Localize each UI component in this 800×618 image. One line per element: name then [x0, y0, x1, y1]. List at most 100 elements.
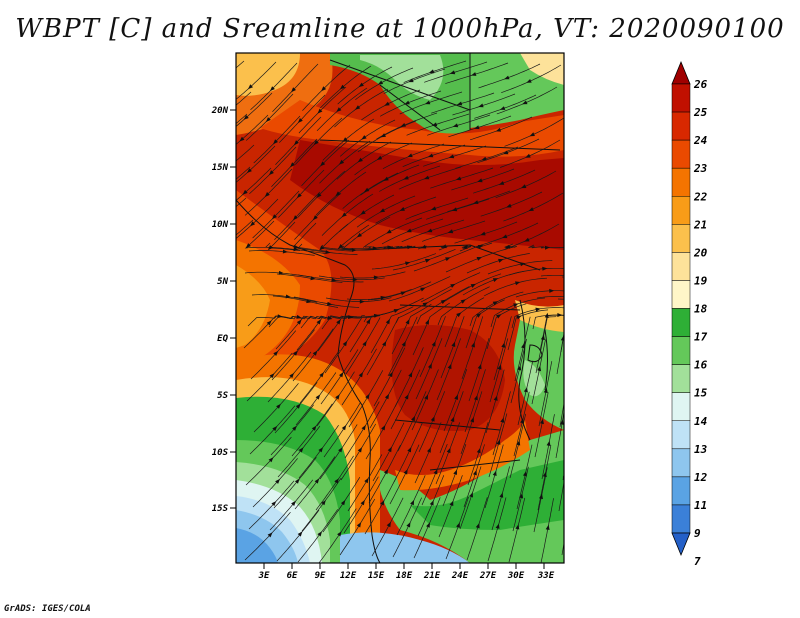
- streamline: [466, 253, 530, 274]
- streamline: [478, 63, 541, 89]
- streamline-arrowhead: [341, 425, 347, 431]
- streamline-arrowhead: [239, 136, 245, 142]
- streamline: [236, 61, 277, 100]
- streamline: [560, 332, 564, 353]
- streamline: [464, 369, 486, 433]
- streamline-arrowhead: [220, 187, 225, 192]
- lon-tick-33e: 33E: [537, 563, 555, 581]
- colorbar-swatch: [671, 111, 691, 141]
- streamline: [403, 60, 467, 83]
- streamline-arrowhead: [297, 531, 303, 537]
- streamline-arrowhead: [520, 262, 526, 267]
- streamline-arrowhead: [373, 313, 380, 318]
- streamline-arrowhead: [428, 69, 435, 74]
- streamline: [516, 444, 533, 510]
- lat-tick-5s: 5S: [217, 391, 236, 401]
- streamline: [354, 142, 413, 176]
- streamline-arrowhead: [404, 100, 410, 105]
- streamline: [236, 167, 272, 201]
- streamline: [536, 296, 564, 299]
- streamline: [389, 444, 420, 505]
- streamline: [319, 140, 371, 184]
- streamline: [531, 339, 546, 405]
- streamline: [468, 337, 490, 402]
- colorbar-swatch: [671, 167, 691, 197]
- streamline: [566, 468, 576, 533]
- colorbar-label: 19: [694, 274, 708, 287]
- streamline-arrowhead: [317, 108, 323, 114]
- lon-tick-30e: 30E: [507, 563, 525, 581]
- streamline: [236, 91, 252, 106]
- streamline-arrowhead: [285, 294, 291, 299]
- streamline: [537, 445, 552, 511]
- streamline: [321, 193, 374, 236]
- streamline-arrowhead: [515, 524, 520, 530]
- streamline-arrowhead: [425, 258, 431, 263]
- streamline-arrowhead: [462, 245, 468, 249]
- lon-label-12e: 12E: [340, 571, 357, 581]
- streamline-arrowhead: [545, 524, 550, 530]
- streamline-arrowhead: [501, 342, 506, 348]
- streamline-arrowhead: [404, 394, 409, 400]
- streamline: [246, 352, 293, 402]
- streamline-arrowhead: [362, 340, 367, 347]
- streamline-arrowhead: [520, 418, 524, 424]
- streamline: [336, 141, 392, 180]
- lon-tick-12e: 12E: [340, 563, 357, 581]
- streamline: [399, 91, 463, 115]
- lon-tick-3e: 3E: [258, 563, 270, 581]
- streamline-arrowhead: [473, 470, 477, 476]
- streamline: [396, 245, 416, 249]
- streamline-arrowhead: [559, 419, 564, 425]
- colorbar-swatch: [671, 364, 691, 393]
- streamline-arrowhead: [400, 123, 406, 127]
- streamline: [420, 272, 481, 303]
- streamline: [274, 191, 321, 240]
- streamline-arrowhead: [470, 283, 476, 288]
- latitude-axis: 20N 15N 10N 5N EQ 5S 10S 15S: [211, 106, 236, 514]
- colorbar-swatch: [671, 280, 691, 309]
- streamline: [364, 476, 398, 535]
- streamline-arrowhead: [477, 178, 483, 183]
- streamline-arrowhead: [273, 139, 278, 145]
- streamline: [316, 371, 355, 427]
- streamline: [467, 422, 489, 486]
- streamline-layer: [236, 60, 576, 563]
- streamline: [382, 143, 445, 170]
- streamline-arrowhead: [406, 245, 413, 250]
- field-west-yellow: [236, 265, 270, 348]
- streamline: [487, 497, 507, 562]
- lon-label-27e: 27E: [479, 571, 497, 581]
- streamline: [294, 456, 336, 510]
- streamline: [236, 197, 247, 208]
- streamline-arrowhead: [430, 416, 435, 422]
- streamline-arrowhead: [366, 318, 371, 325]
- streamline-arrowhead: [471, 72, 477, 76]
- streamline: [473, 169, 536, 194]
- streamline-arrowhead: [522, 100, 528, 105]
- streamline-arrowhead: [325, 250, 331, 254]
- streamline-arrowhead: [549, 288, 555, 293]
- streamline: [339, 498, 376, 556]
- streamline: [483, 277, 548, 297]
- streamline: [405, 197, 469, 220]
- streamline-arrowhead: [565, 314, 569, 319]
- streamline-arrowhead: [420, 287, 426, 292]
- streamline: [249, 405, 296, 455]
- streamline: [469, 116, 533, 141]
- streamline-arrowhead: [342, 137, 348, 142]
- lat-label-10n: 10N: [212, 220, 229, 230]
- streamline: [250, 330, 297, 380]
- streamline: [466, 497, 488, 561]
- streamline-arrowhead: [312, 350, 318, 356]
- streamline: [514, 316, 531, 382]
- streamline: [489, 338, 509, 403]
- streamline-arrowhead: [469, 492, 473, 498]
- streamline-arrowhead: [449, 70, 456, 75]
- streamline-arrowhead: [451, 341, 456, 347]
- streamline-arrowhead: [382, 341, 387, 347]
- streamline-arrowhead: [451, 207, 458, 212]
- streamline: [376, 112, 438, 140]
- streamline: [406, 113, 470, 136]
- streamline-arrowhead: [493, 395, 498, 401]
